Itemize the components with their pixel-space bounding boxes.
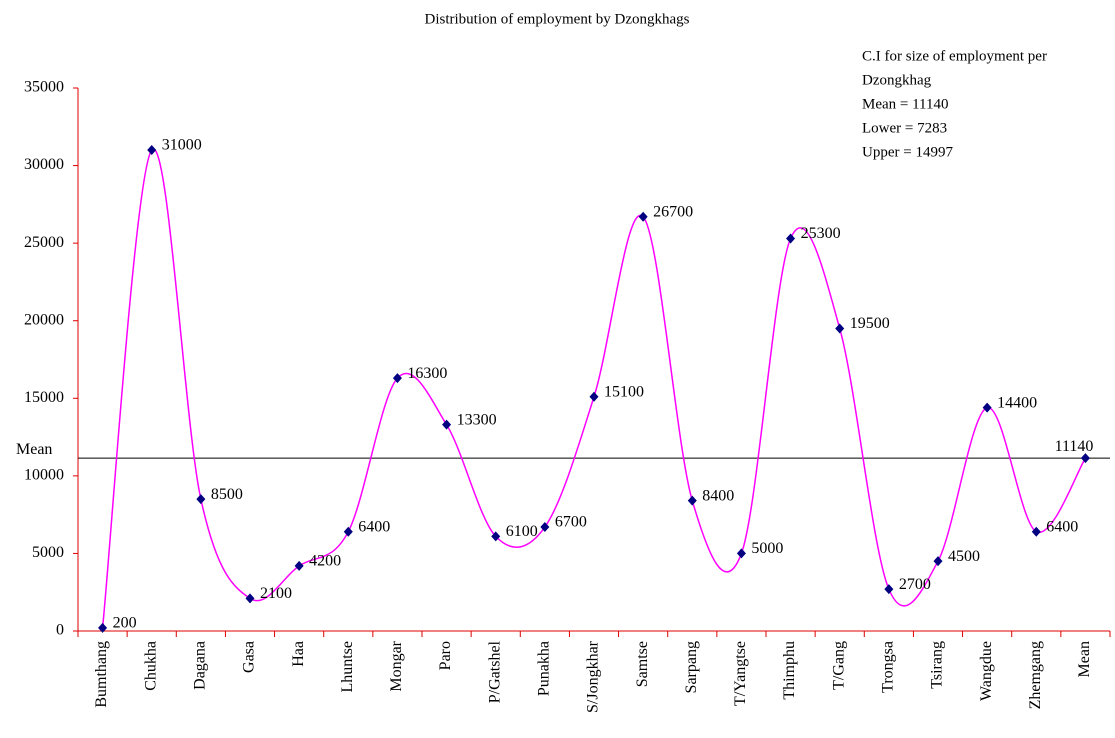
x-tick-label: Punakha	[536, 641, 553, 696]
x-tick-label: T/Yangtse	[732, 641, 749, 706]
marker	[442, 419, 452, 430]
data-label: 5000	[751, 540, 783, 557]
reference-label: Mean	[16, 441, 52, 458]
marker	[294, 560, 304, 571]
x-tick-label: Tsirang	[929, 641, 946, 689]
data-label: 16300	[407, 365, 447, 382]
marker	[884, 584, 894, 595]
marker	[147, 145, 157, 156]
data-label: 8500	[211, 486, 243, 503]
x-tick-label: Wangdue	[978, 641, 995, 701]
data-label: 19500	[850, 315, 890, 332]
x-tick-label: P/Gatshel	[486, 640, 503, 703]
annotation: Mean = 11140	[862, 96, 949, 112]
marker	[491, 531, 501, 542]
data-label: 14400	[997, 394, 1037, 411]
annotation: Dzongkhag	[862, 72, 932, 88]
x-tick-label: Paro	[437, 641, 454, 670]
marker	[1080, 453, 1090, 464]
data-label: 15100	[604, 383, 644, 400]
data-label: 6400	[1046, 518, 1078, 535]
x-tick-label: Trongsa	[880, 641, 897, 693]
x-tick-label: Samtse	[634, 641, 651, 687]
data-label: 6400	[358, 518, 390, 535]
marker	[196, 494, 206, 505]
data-label: 4200	[309, 553, 341, 570]
x-tick-label: Haa	[290, 641, 307, 667]
x-tick-label: Mean	[1076, 641, 1093, 677]
annotation: Lower = 7283	[862, 120, 947, 136]
data-label: 200	[113, 615, 137, 632]
x-tick-label: Zhemgang	[1027, 641, 1044, 709]
marker	[392, 373, 402, 384]
x-tick-label: Mongar	[388, 640, 405, 691]
marker	[736, 548, 746, 559]
x-tick-label: Gasa	[241, 641, 258, 673]
marker	[638, 211, 648, 222]
marker	[982, 402, 992, 413]
data-label: 11140	[1055, 438, 1094, 455]
annotation: C.I for size of employment per	[862, 48, 1047, 64]
y-tick-label: 15000	[24, 389, 64, 406]
marker	[687, 495, 697, 506]
marker	[835, 323, 845, 334]
data-label: 4500	[948, 548, 980, 565]
data-label: 26700	[653, 203, 693, 220]
x-tick-label: S/Jongkhar	[585, 640, 602, 713]
marker	[245, 593, 255, 604]
y-tick-label: 30000	[24, 156, 64, 173]
x-tick-label: T/Gang	[830, 641, 847, 690]
marker	[343, 526, 353, 537]
data-label: 6100	[506, 523, 538, 540]
y-tick-label: 0	[56, 622, 64, 639]
line	[101, 148, 1087, 628]
marker	[589, 391, 599, 402]
x-tick-label: Bumthang	[93, 641, 110, 708]
marker	[786, 233, 796, 244]
data-label: 8400	[702, 487, 734, 504]
y-tick-label: 35000	[24, 79, 64, 96]
data-label: 2100	[260, 585, 292, 602]
data-label: 25300	[801, 225, 841, 242]
y-tick-label: 20000	[24, 311, 64, 328]
x-tick-label: Thimphu	[781, 641, 798, 700]
x-tick-label: Lhuntse	[339, 641, 356, 693]
data-label: 13300	[457, 411, 497, 428]
data-label: 2700	[899, 576, 931, 593]
marker	[98, 622, 108, 633]
y-tick-label: 25000	[24, 234, 64, 251]
marker	[1031, 526, 1041, 537]
data-label: 6700	[555, 514, 587, 531]
x-tick-label: Dagana	[192, 641, 209, 690]
marker	[540, 522, 550, 533]
data-label: 31000	[162, 137, 202, 154]
x-tick-label: Sarpang	[683, 641, 700, 693]
y-tick-label: 5000	[32, 544, 64, 561]
marker	[933, 556, 943, 567]
x-tick-label: Chukha	[142, 641, 159, 691]
y-tick-label: 10000	[24, 467, 64, 484]
chart-title: Distribution of employment by Dzongkhags	[425, 11, 690, 27]
annotation: Upper = 14997	[862, 144, 953, 160]
